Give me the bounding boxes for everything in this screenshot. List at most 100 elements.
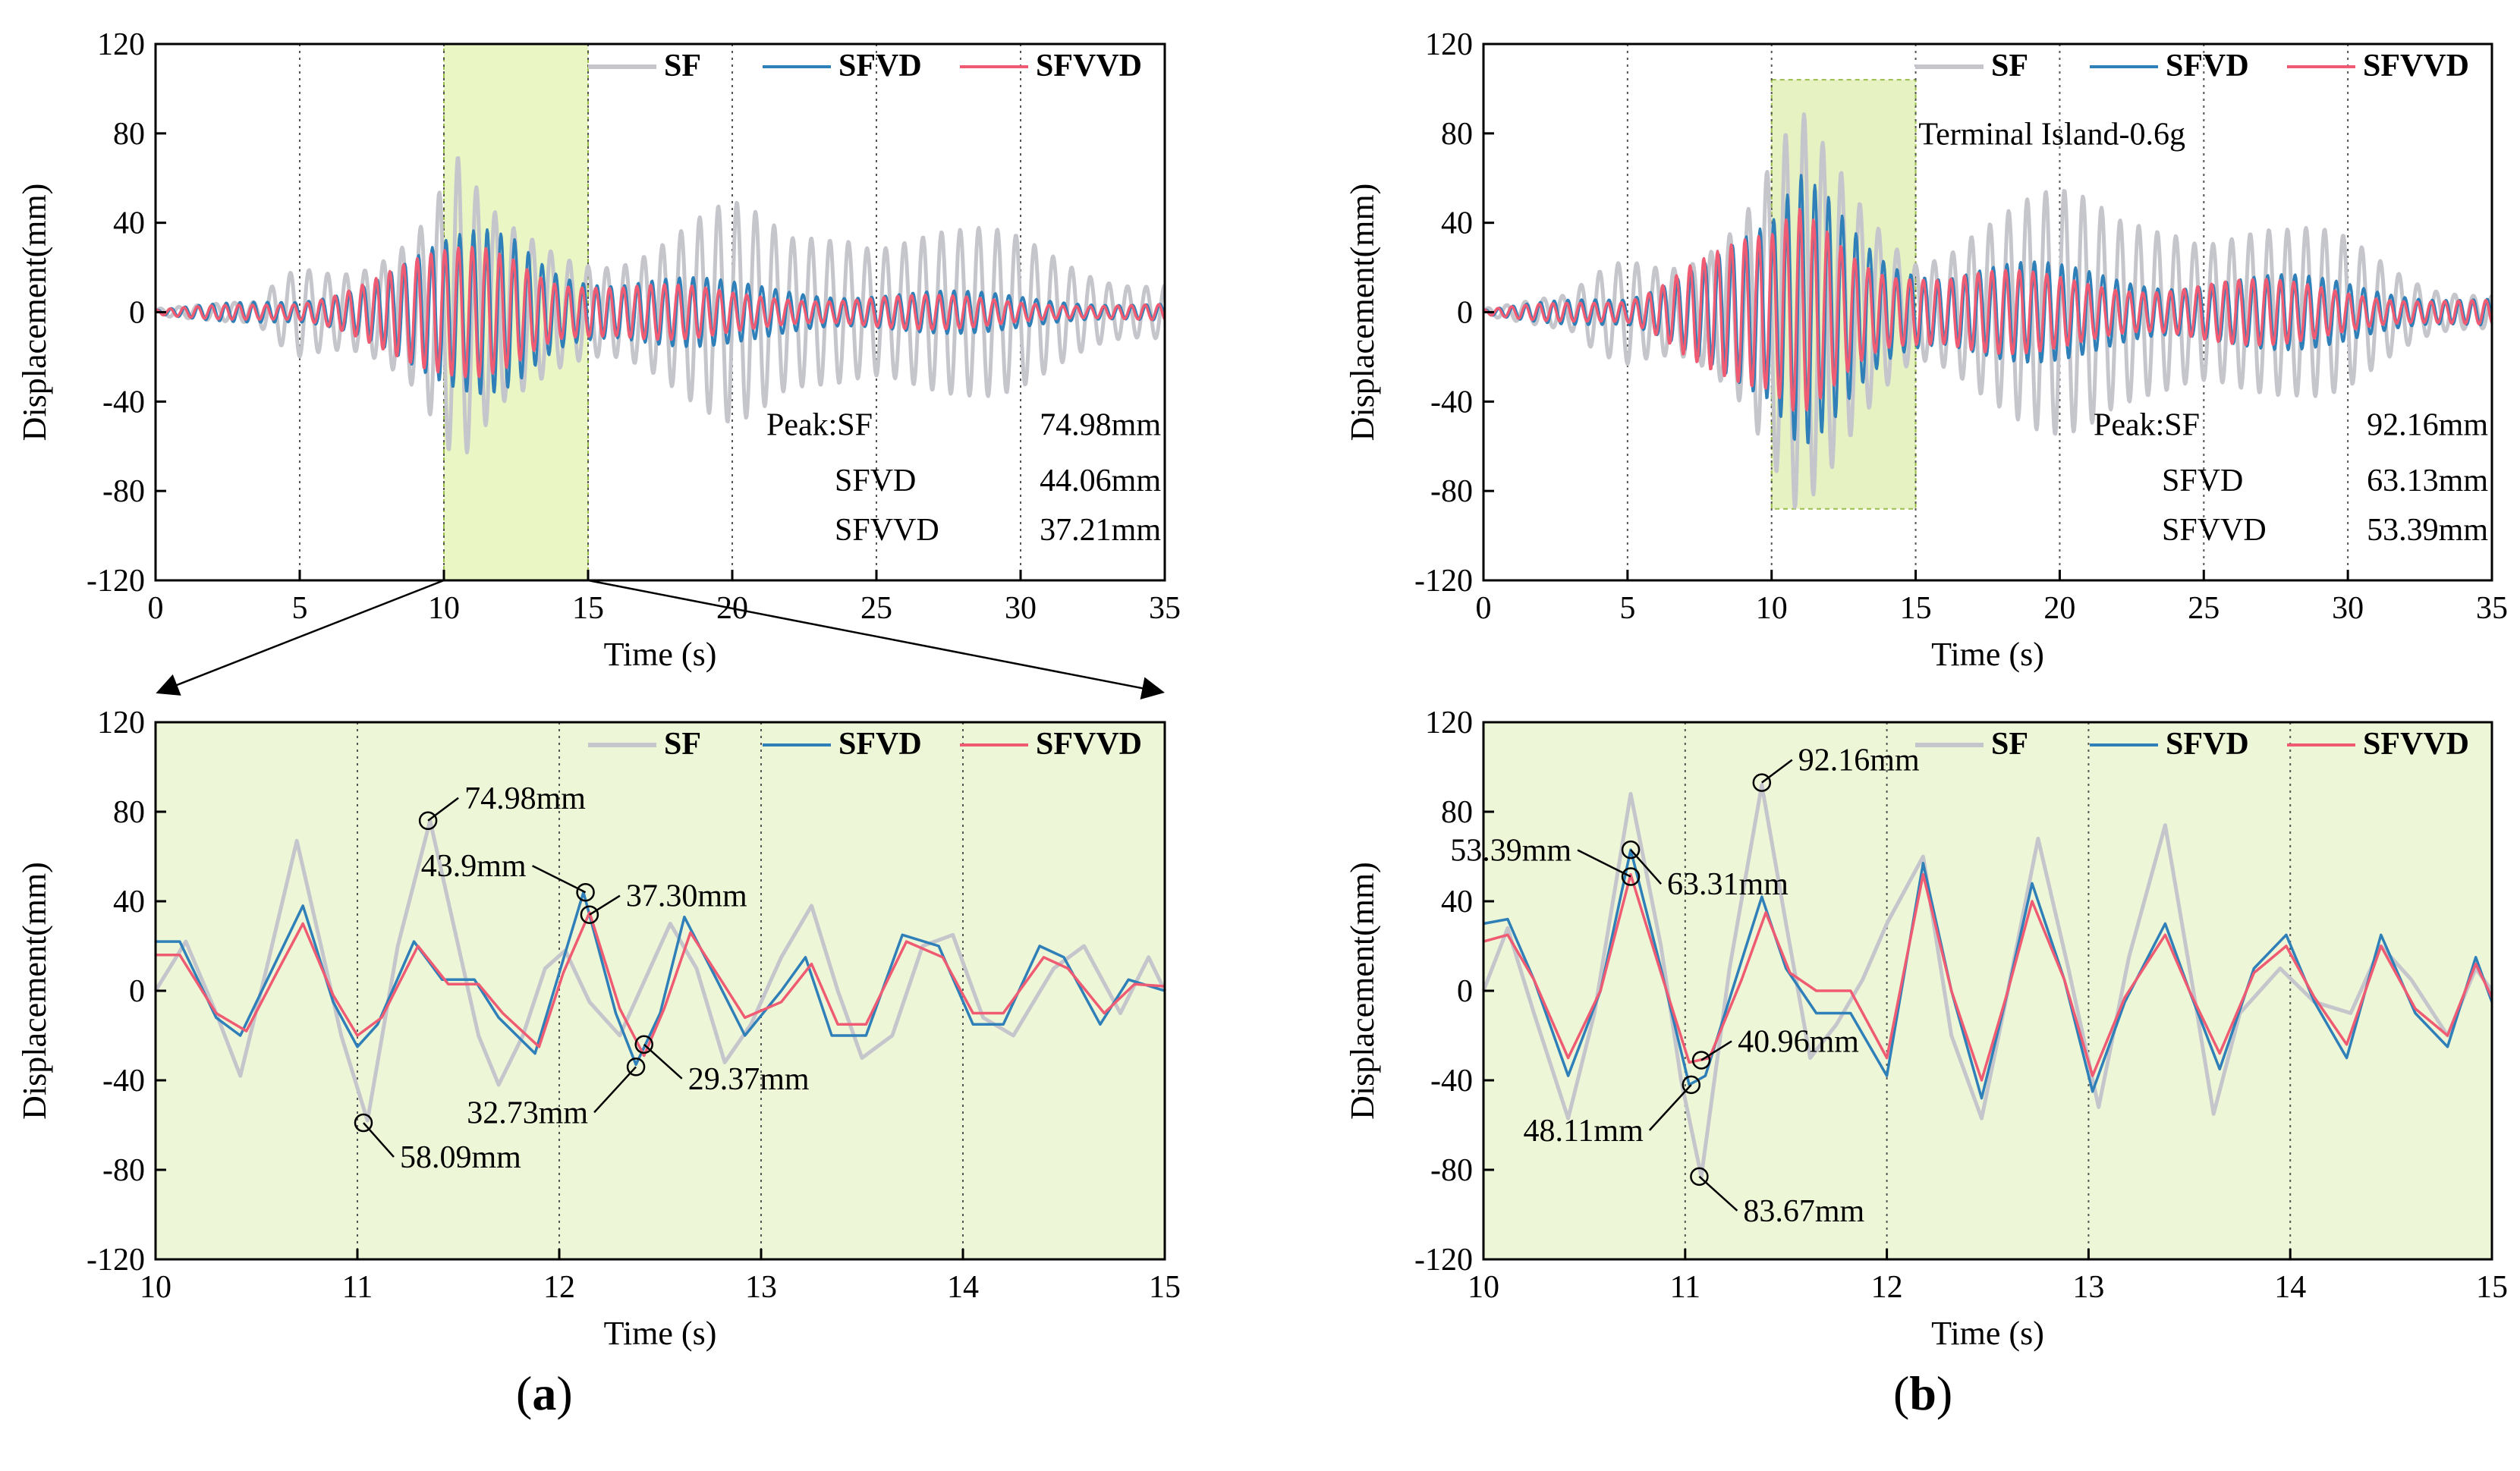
x-tick-label: 12: [543, 1270, 575, 1305]
y-tick-label: 40: [1441, 206, 1473, 241]
y-tick-label: -40: [102, 385, 145, 420]
chart-a_bottom: 10 11 12 13 14 15 -120 -80 -40 0 40 80 120 Time (s) Di…: [16, 706, 1181, 1352]
x-tick-label: 10: [1468, 1270, 1499, 1305]
x-tick-label: 11: [1670, 1270, 1700, 1305]
series-sfvd: [1482, 174, 2493, 445]
legend-label-sfvvd: SFVVD: [1036, 727, 1142, 762]
y-tick-label: -80: [102, 1153, 145, 1188]
annotation-text: Terminal Island-0.6g: [1918, 118, 2185, 152]
series-sf: [1481, 783, 2494, 1179]
callout-label: 43.9mm: [421, 849, 527, 884]
y-tick-label: -120: [1414, 564, 1473, 599]
callout-marker: [1621, 840, 1641, 860]
peak-label-value: 44.06mm: [1040, 464, 1161, 498]
callout-arrow: [1698, 1175, 1738, 1212]
series-sf: [153, 819, 1167, 1123]
x-tick-label: 0: [148, 591, 164, 626]
y-tick-label: -120: [87, 1243, 145, 1278]
series-sfvvd: [1483, 872, 2493, 1082]
x-tick-label: 35: [2476, 591, 2508, 626]
y-tick-label: -80: [102, 474, 145, 509]
figure-label-b-wrap: (b): [1893, 1366, 1953, 1420]
peak-label-name: SFVD: [2162, 464, 2243, 498]
y-axis-label: Displacement(mm): [1344, 184, 1381, 442]
x-tick-label: 25: [860, 591, 892, 626]
callout-label: 37.30mm: [626, 879, 747, 914]
x-tick-label: 15: [1900, 591, 1932, 626]
peak-label-value: 37.21mm: [1040, 513, 1161, 548]
callout-marker: [634, 1035, 653, 1055]
x-tick-label: 14: [947, 1270, 979, 1305]
x-tick-label: 20: [2043, 591, 2075, 626]
callout-arrow: [1648, 1084, 1692, 1131]
y-tick-label: 120: [97, 706, 145, 740]
legend-label-sfvvd: SFVVD: [2363, 727, 2469, 762]
callout-arrow: [593, 1066, 637, 1114]
callout-label: 40.96mm: [1738, 1024, 1859, 1059]
y-tick-label: 40: [113, 885, 145, 919]
callout-arrow: [532, 865, 587, 894]
legend-label-sfvd: SFVD: [2166, 49, 2249, 83]
peak-label-name: Peak:SF: [766, 408, 873, 443]
x-tick-label: 15: [2476, 1270, 2508, 1305]
chart-b_top: 0 5 10 15 20 25 30 35 -120 -80 -40 0 40 80 120 Time (s)…: [1344, 27, 2508, 673]
y-tick-label: 40: [113, 206, 145, 241]
callout-marker: [418, 811, 438, 831]
callout-arrow: [589, 894, 621, 916]
legend-label-sfvd: SFVD: [2166, 727, 2249, 762]
legend-label-sf: SF: [664, 727, 701, 762]
y-tick-label: -120: [87, 564, 145, 599]
x-axis-label: Time (s): [604, 1315, 717, 1352]
y-tick-label: -80: [1430, 474, 1473, 509]
x-tick-label: 35: [1149, 591, 1181, 626]
x-axis-label: Time (s): [1931, 1315, 2044, 1352]
y-axis-label: Displacement(mm): [16, 184, 53, 442]
legend-label-sf: SF: [664, 49, 701, 83]
figure-label-a-wrap: (a): [516, 1366, 573, 1420]
series-sfvvd: [1483, 208, 2493, 412]
figure-label-b: b: [1909, 1366, 1936, 1420]
callout-label: 58.09mm: [400, 1140, 521, 1175]
y-tick-label: -40: [102, 1064, 145, 1099]
x-tick-label: 5: [1619, 591, 1635, 626]
callout-label: 29.37mm: [688, 1062, 810, 1097]
y-tick-label: 40: [1441, 885, 1473, 919]
y-tick-label: 0: [1457, 296, 1473, 331]
x-tick-label: 13: [745, 1270, 777, 1305]
x-tick-label: 10: [428, 591, 460, 626]
y-tick-label: 120: [97, 27, 145, 62]
x-tick-label: 30: [1005, 591, 1037, 626]
plot-area: [1483, 722, 2492, 1259]
x-tick-label: 11: [342, 1270, 373, 1305]
legend-label-sfvvd: SFVVD: [2363, 49, 2469, 83]
x-tick-label: 10: [1756, 591, 1788, 626]
peak-label-name: Peak:SF: [2094, 408, 2200, 443]
y-tick-label: 0: [1457, 974, 1473, 1009]
peak-label-value: 74.98mm: [1040, 408, 1161, 443]
zoom-arrow-right: [587, 579, 1165, 699]
callout-label: 74.98mm: [464, 781, 586, 816]
callout-arrow: [643, 1043, 683, 1080]
x-tick-label: 25: [2188, 591, 2220, 626]
peak-label-value: 53.39mm: [2367, 513, 2488, 548]
y-tick-label: 80: [113, 117, 145, 152]
peak-label-value: 92.16mm: [2367, 408, 2488, 443]
y-tick-label: 80: [113, 795, 145, 830]
callout-label: 32.73mm: [467, 1095, 588, 1130]
figure-label-a: a: [532, 1366, 557, 1420]
series-sfvd: [1483, 848, 2493, 1100]
callout-arrow: [427, 797, 459, 822]
callout-arrow: [1577, 849, 1631, 878]
x-tick-label: 12: [1871, 1270, 1903, 1305]
legend-label-sf: SF: [1991, 49, 2028, 83]
y-tick-label: 0: [129, 296, 145, 331]
callout-marker: [1691, 1051, 1711, 1070]
callout-marker: [1752, 773, 1772, 792]
series-sfvvd: [156, 911, 1166, 1058]
chart-b_bottom: 10 11 12 13 14 15 -120 -80 -40 0 40 80 120 Time (s) Di…: [1344, 706, 2508, 1352]
x-tick-label: 30: [2332, 591, 2364, 626]
callout-arrow: [1700, 1040, 1732, 1061]
x-tick-label: 14: [2274, 1270, 2306, 1305]
y-tick-label: -40: [1430, 385, 1473, 420]
